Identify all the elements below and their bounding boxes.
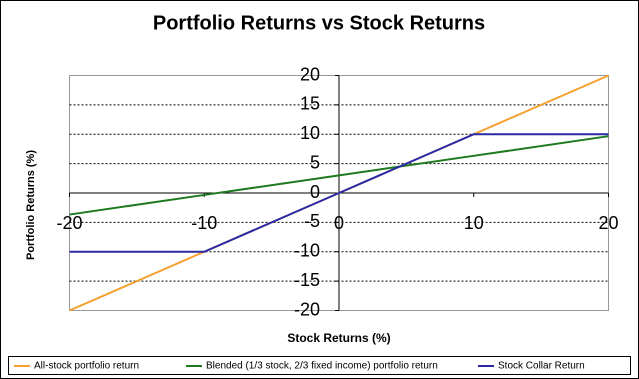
x-tick-label: 20 <box>598 213 618 233</box>
legend: All-stock portfolio return Blended (1/3 s… <box>8 356 631 375</box>
y-tick-label: 15 <box>300 94 320 114</box>
y-tick-label: -5 <box>304 211 320 231</box>
y-axis-label: Portfolio Returns (%) <box>25 150 37 260</box>
chart-title: Portfolio Returns vs Stock Returns <box>153 12 485 34</box>
x-axis-label: Stock Returns (%) <box>287 331 390 345</box>
series-line <box>69 135 609 216</box>
legend-label: All-stock portfolio return <box>34 361 139 372</box>
legend-box <box>8 356 631 375</box>
y-tick-label: 0 <box>310 182 320 202</box>
x-tick-label: -20 <box>56 213 82 233</box>
y-tick-label: -10 <box>294 241 320 261</box>
y-tick-label: 5 <box>310 152 320 172</box>
legend-label: Stock Collar Return <box>498 361 585 372</box>
series-line <box>69 133 609 253</box>
y-tick-label: 10 <box>300 123 320 143</box>
legend-label: Blended (1/3 stock, 2/3 fixed income) po… <box>206 361 438 372</box>
y-tick-label: 20 <box>300 64 320 84</box>
x-tick-label: -10 <box>191 213 217 233</box>
y-tick-label: -15 <box>294 270 320 290</box>
x-tick-label: 10 <box>464 213 484 233</box>
y-tick-label: -20 <box>294 299 320 319</box>
